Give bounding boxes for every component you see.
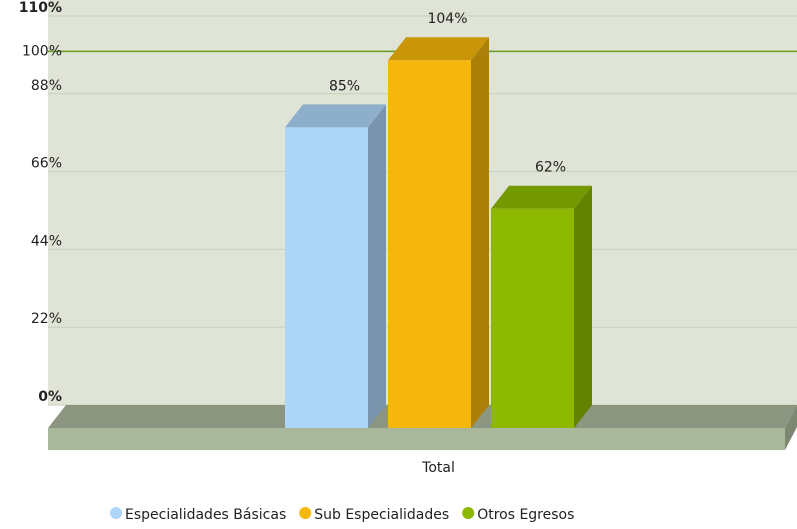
y-tick-label: 22% — [31, 311, 62, 327]
y-tick-label: 44% — [31, 233, 62, 249]
y-tick-label: 66% — [31, 156, 62, 172]
bar-top — [388, 37, 489, 61]
x-tick-label: Total — [421, 460, 455, 476]
floor-front — [48, 428, 785, 450]
y-tick-label: 88% — [31, 78, 62, 94]
legend-label: Otros Egresos — [477, 507, 574, 523]
floor-side — [785, 405, 797, 450]
legend-label: Sub Especialidades — [314, 507, 449, 523]
y-tick-label: 0% — [38, 389, 62, 405]
data-label: 62% — [535, 160, 566, 176]
data-label: 85% — [329, 78, 360, 94]
legend-marker — [299, 507, 312, 519]
bar-side — [471, 37, 489, 429]
bar-top — [285, 104, 386, 128]
bar — [388, 60, 471, 429]
legend-label: Especialidades Básicas — [125, 507, 286, 523]
bar-side — [574, 185, 592, 428]
reference-label: 100% — [22, 43, 62, 59]
legend-marker — [462, 507, 475, 519]
bar — [285, 127, 368, 428]
bar — [491, 208, 574, 428]
bar-side — [368, 104, 386, 428]
legend-marker — [110, 507, 122, 519]
y-tick-label: 110% — [19, 0, 62, 16]
data-label: 104% — [427, 11, 467, 27]
bar-top — [491, 185, 592, 209]
